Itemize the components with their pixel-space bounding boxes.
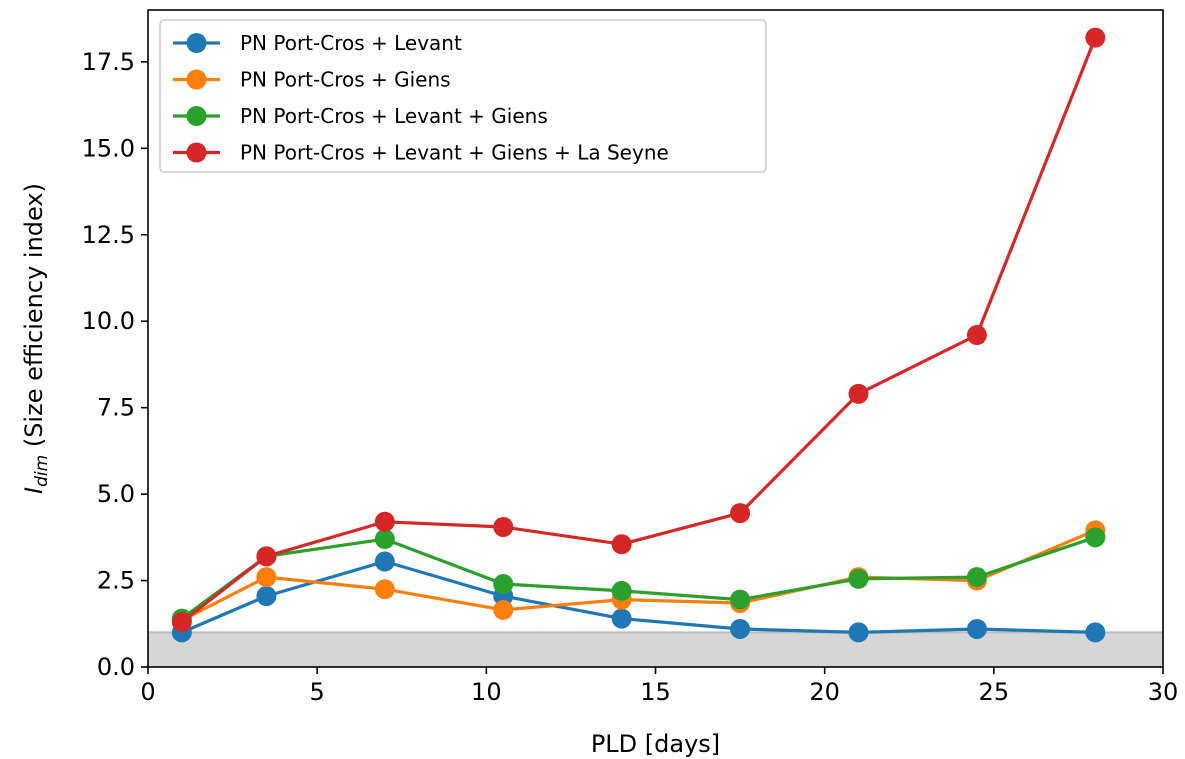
data-point [966, 618, 987, 639]
data-point [493, 599, 514, 620]
series-1 [171, 551, 1106, 643]
y-tick-label: 10.0 [82, 307, 135, 335]
data-point [171, 612, 192, 633]
data-point [611, 608, 632, 629]
legend-entry: PN Port-Cros + Giens [173, 68, 451, 92]
data-point [374, 529, 395, 550]
data-point [493, 574, 514, 595]
data-point [848, 622, 869, 643]
y-tick-label: 2.5 [97, 567, 135, 595]
data-point [730, 503, 751, 524]
shaded-band-layer [148, 631, 1163, 667]
y-tick-label: 15.0 [82, 134, 135, 162]
data-point [611, 534, 632, 555]
data-point [1085, 527, 1106, 548]
x-tick-label: 30 [1148, 678, 1179, 706]
data-point [256, 546, 277, 567]
x-tick-label: 25 [979, 678, 1010, 706]
x-tick-label: 0 [140, 678, 155, 706]
y-axis-label-rest: (Size efficiency index) [20, 183, 48, 455]
data-point [966, 325, 987, 346]
y-axis-label: Idim (Size efficiency index) [20, 183, 52, 494]
data-point [256, 586, 277, 607]
y-tick-label: 17.5 [82, 48, 135, 76]
series-layer [171, 27, 1106, 643]
legend-box [159, 19, 767, 173]
legend-label: PN Port-Cros + Levant + Giens + La Seyne [240, 141, 669, 165]
y-axis-label-main: I [20, 487, 48, 494]
legend-label: PN Port-Cros + Levant + Giens [240, 104, 548, 128]
legend-label: PN Port-Cros + Levant [240, 31, 462, 55]
legend-marker [186, 33, 207, 53]
y-tick-label: 7.5 [97, 394, 135, 422]
y-axis: 0.0 2.5 5.0 7.5 10.0 12.5 15.0 17.5 [82, 48, 148, 681]
x-tick-label: 10 [471, 678, 502, 706]
data-point [493, 516, 514, 537]
x-tick-label: 15 [640, 678, 671, 706]
data-point [1085, 27, 1106, 48]
data-point [374, 579, 395, 600]
data-point [256, 567, 277, 588]
data-point [1085, 622, 1106, 643]
data-point [374, 511, 395, 532]
legend-marker [186, 69, 207, 90]
y-axis-label-subscript: dim [32, 455, 52, 487]
data-point [611, 580, 632, 601]
data-point [848, 383, 869, 404]
series-4 [171, 27, 1106, 633]
shaded-band [148, 632, 1163, 667]
legend-entry: PN Port-Cros + Levant + Giens + La Seyne [173, 141, 669, 165]
data-point [966, 567, 987, 588]
legend-marker [186, 142, 207, 163]
data-point [730, 589, 751, 610]
legend: PN Port-Cros + Levant PN Port-Cros + Gien… [159, 19, 767, 173]
y-tick-label: 5.0 [97, 480, 135, 508]
y-tick-label: 0.0 [97, 653, 135, 681]
legend-marker [186, 106, 207, 126]
x-axis-label: PLD [days] [591, 730, 720, 758]
data-point [730, 618, 751, 639]
x-tick-label: 5 [310, 678, 325, 706]
data-point [848, 568, 869, 589]
legend-entry: PN Port-Cros + Levant + Giens [173, 104, 548, 128]
data-point [374, 551, 395, 572]
x-tick-label: 20 [809, 678, 840, 706]
legend-entry: PN Port-Cros + Levant [173, 31, 462, 55]
x-axis: 0 5 10 15 20 25 30 [140, 667, 1178, 706]
y-tick-label: 12.5 [82, 221, 135, 249]
legend-label: PN Port-Cros + Giens [240, 68, 451, 92]
